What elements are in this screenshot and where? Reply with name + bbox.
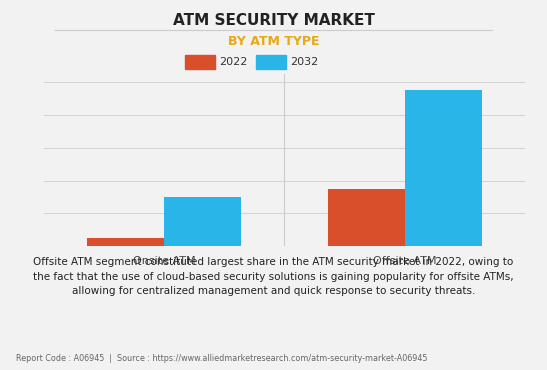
Bar [87, 238, 164, 246]
Text: ATM SECURITY MARKET: ATM SECURITY MARKET [172, 13, 375, 28]
Text: Offsite ATM segment constituted largest share in the ATM security market in 2022: Offsite ATM segment constituted largest … [33, 257, 514, 296]
Text: 2032: 2032 [290, 57, 318, 67]
Bar [405, 90, 482, 246]
Text: BY ATM TYPE: BY ATM TYPE [228, 35, 319, 48]
Bar [164, 197, 241, 246]
Text: Report Code : A06945  |  Source : https://www.alliedmarketresearch.com/atm-secur: Report Code : A06945 | Source : https://… [16, 354, 428, 363]
Text: 2022: 2022 [219, 57, 247, 67]
Bar [328, 189, 405, 246]
